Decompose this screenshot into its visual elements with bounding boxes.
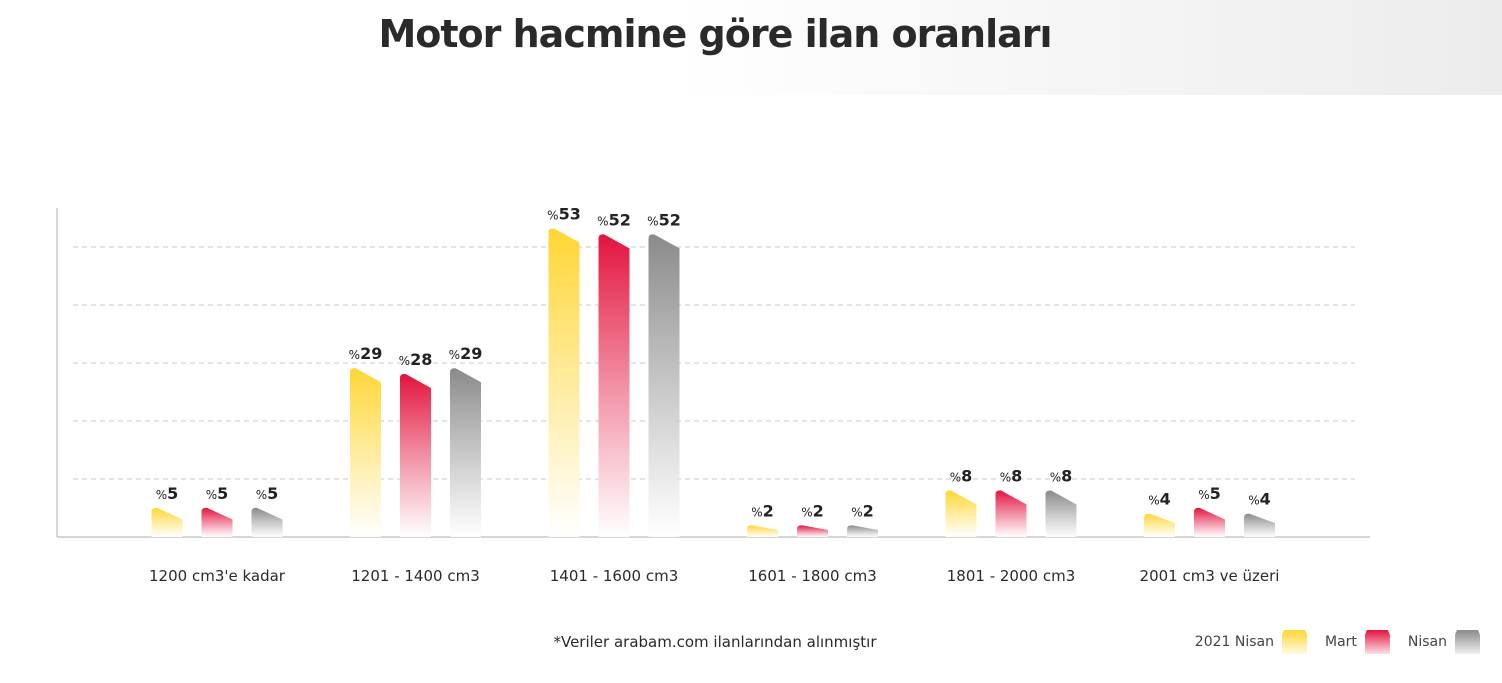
data-label: %5 — [256, 484, 279, 503]
legend-item-2021-nisan: 2021 Nisan — [1195, 630, 1307, 654]
bar — [450, 368, 481, 537]
data-label: %4 — [1148, 490, 1171, 509]
bar — [797, 525, 828, 537]
x-tick-label: 1801 - 2000 cm3 — [947, 567, 1075, 585]
data-label: %8 — [1000, 466, 1023, 485]
data-label: %29 — [349, 344, 383, 363]
data-label: %5 — [156, 484, 179, 503]
bar — [1194, 507, 1225, 537]
bar — [151, 507, 183, 537]
bar — [548, 228, 580, 538]
bar — [251, 507, 283, 537]
data-label: %28 — [399, 350, 433, 369]
legend-swatch — [1455, 630, 1480, 654]
legend-swatch — [1364, 630, 1390, 654]
bar — [1244, 513, 1275, 537]
footnote: *Veriler arabam.com ilanlarından alınmış… — [553, 633, 877, 651]
bar — [995, 490, 1027, 537]
bar — [201, 507, 233, 537]
bar — [648, 234, 680, 538]
header-band — [0, 0, 1502, 95]
bar — [350, 368, 381, 537]
bar — [1144, 513, 1175, 537]
data-label: %29 — [449, 344, 483, 363]
legend: 2021 Nisan Mart Nisan — [1177, 630, 1480, 654]
legend-label: 2021 Nisan — [1194, 634, 1274, 650]
data-label: %53 — [547, 205, 581, 224]
legend-item-mart: Mart — [1325, 630, 1390, 654]
bar — [747, 525, 778, 537]
data-label: %2 — [851, 501, 874, 520]
data-label: %8 — [1050, 466, 1073, 485]
bar — [945, 490, 977, 537]
x-tick-label: 1200 cm3'e kadar — [149, 567, 286, 585]
data-label: %5 — [206, 484, 229, 503]
x-tick-label: 2001 cm3 ve üzeri — [1140, 567, 1280, 585]
bar — [1045, 490, 1077, 537]
bar — [400, 374, 431, 537]
legend-item-nisan: Nisan — [1408, 630, 1480, 654]
x-tick-label: 1601 - 1800 cm3 — [748, 567, 876, 585]
bar — [847, 525, 878, 537]
data-label: %52 — [597, 210, 631, 229]
data-label: %2 — [801, 501, 824, 520]
data-label: %52 — [647, 210, 681, 229]
legend-label: Nisan — [1407, 634, 1447, 650]
legend-swatch — [1281, 630, 1307, 654]
data-label: %8 — [950, 466, 973, 485]
page-title: Motor hacmine göre ilan oranları — [378, 12, 1052, 56]
x-tick-label: 1401 - 1600 cm3 — [550, 567, 678, 585]
data-label: %5 — [1198, 484, 1221, 503]
bar-chart: 1200 cm3'e kadar %5 %5 %5 1201 - 1400 cm3 %29… — [56, 205, 1370, 585]
bar — [598, 234, 630, 538]
x-tick-label: 1201 - 1400 cm3 — [351, 567, 479, 585]
legend-label: Mart — [1324, 634, 1357, 650]
data-label: %4 — [1248, 490, 1271, 509]
data-label: %2 — [751, 501, 774, 520]
